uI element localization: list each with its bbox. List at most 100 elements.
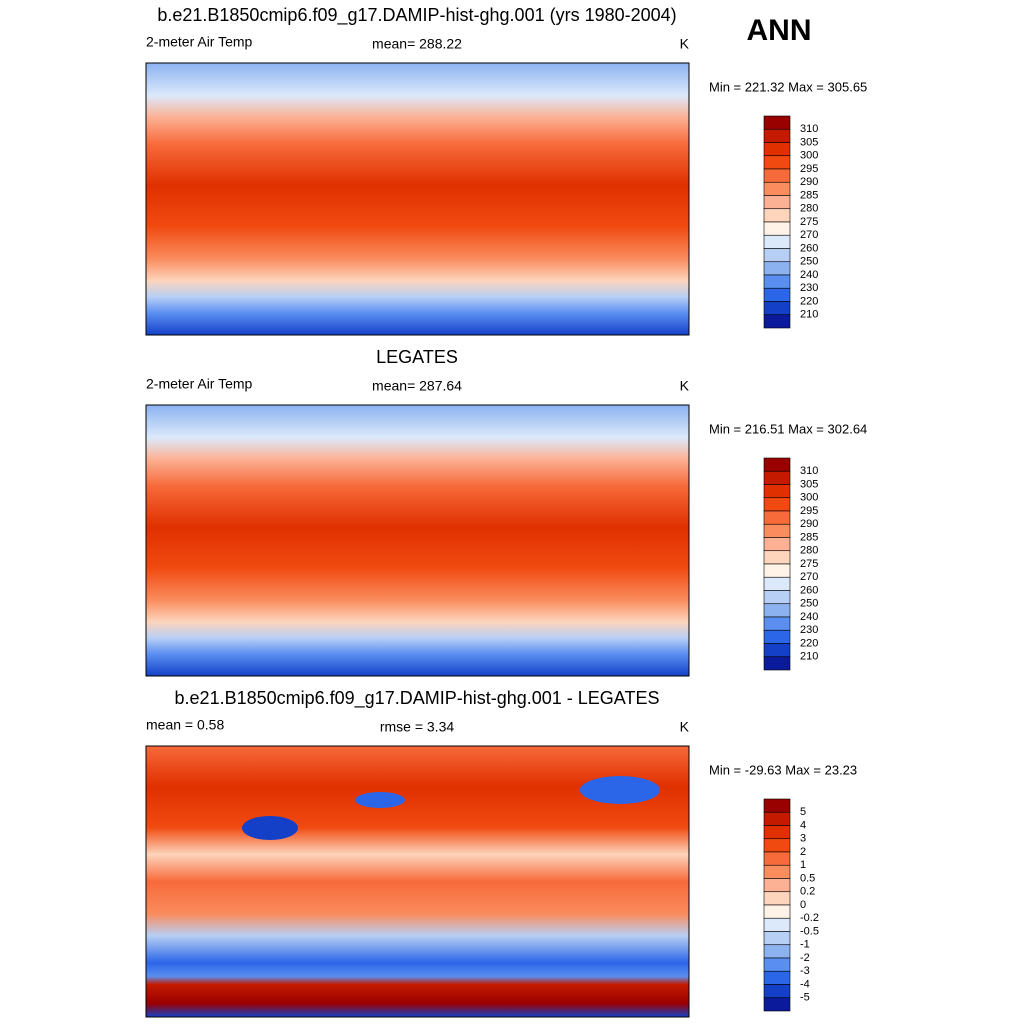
colorbar-box [763, 497, 791, 512]
colorbar-label: -4 [800, 978, 810, 990]
colorbar-label: 310 [800, 123, 818, 135]
colorbar-label: 270 [800, 229, 818, 241]
colorbar-label: 250 [800, 256, 818, 268]
colorbar-box [763, 195, 791, 210]
colorbar-box [763, 248, 791, 263]
colorbar-box [763, 656, 791, 671]
colorbar-box [763, 643, 791, 658]
colorbar-box [763, 301, 791, 316]
map-feature [242, 816, 298, 840]
map-feature [355, 792, 405, 808]
colorbar-box [763, 510, 791, 525]
colorbar-box [763, 470, 791, 485]
colorbar-box [763, 984, 791, 999]
units-label: K [680, 719, 690, 735]
colorbar-box [763, 115, 791, 130]
left-label: 2-meter Air Temp [146, 376, 253, 392]
colorbar-box [763, 261, 791, 276]
colorbar-box [763, 944, 791, 959]
colorbar-label: 3 [800, 833, 806, 845]
colorbar-label: 305 [800, 478, 818, 490]
colorbar-box [763, 208, 791, 223]
colorbar-box [763, 155, 791, 170]
colorbar-label: 0.5 [800, 872, 815, 884]
map-field [145, 62, 690, 336]
colorbar-box [763, 878, 791, 893]
colorbar-label: 2 [800, 846, 806, 858]
colorbar-label: 0.2 [800, 886, 815, 898]
colorbar-box [763, 234, 791, 249]
colorbar-box [763, 798, 791, 813]
colorbar-label: 210 [800, 309, 818, 321]
colorbar-box [763, 970, 791, 985]
colorbar-box [763, 931, 791, 946]
colorbar-box [763, 590, 791, 605]
min-max: Min = -29.63 Max = 23.23 [709, 762, 857, 777]
colorbar-label: 300 [800, 150, 818, 162]
units-label: K [680, 36, 690, 52]
center-label: mean= 288.22 [372, 36, 462, 52]
colorbar-label: 4 [800, 819, 806, 831]
colorbar-label: 230 [800, 282, 818, 294]
colorbar-box [763, 181, 791, 196]
colorbar-label: 280 [800, 545, 818, 557]
min-max: Min = 216.51 Max = 302.64 [709, 421, 867, 436]
panel-title: b.e21.B1850cmip6.f09_g17.DAMIP-hist-ghg.… [175, 688, 660, 709]
colorbar-box [763, 825, 791, 840]
colorbar-box [763, 457, 791, 472]
colorbar-label: 0 [800, 899, 806, 911]
colorbar-box [763, 904, 791, 919]
units-label: K [680, 378, 690, 394]
colorbar-label: 240 [800, 269, 818, 281]
colorbar-box [763, 851, 791, 866]
colorbar-label: -5 [800, 992, 810, 1004]
left-label: mean = 0.58 [146, 717, 224, 733]
colorbar-label: 300 [800, 492, 818, 504]
colorbar-label: -0.5 [800, 925, 819, 937]
colorbar-box [763, 864, 791, 879]
colorbar-box [763, 221, 791, 236]
colorbar-label: -1 [800, 939, 810, 951]
colorbar-box [763, 629, 791, 644]
colorbar-box [763, 576, 791, 591]
colorbar-label: 260 [800, 242, 818, 254]
map [145, 62, 690, 336]
colorbar-box [763, 563, 791, 578]
colorbar-label: 270 [800, 571, 818, 583]
colorbar-label: 290 [800, 518, 818, 530]
colorbar-box [763, 997, 791, 1012]
colorbar-box [763, 917, 791, 932]
panel-title: b.e21.B1850cmip6.f09_g17.DAMIP-hist-ghg.… [157, 5, 676, 26]
colorbar-label: 220 [800, 295, 818, 307]
colorbar-box [763, 838, 791, 853]
colorbar-label: 250 [800, 598, 818, 610]
colorbar-box [763, 603, 791, 618]
map-field [145, 404, 690, 677]
colorbar-label: 275 [800, 558, 818, 570]
colorbar-box [763, 891, 791, 906]
colorbar-box [763, 811, 791, 826]
colorbar-label: 1 [800, 859, 806, 871]
colorbar-box [763, 616, 791, 631]
colorbar-label: 275 [800, 216, 818, 228]
colorbar-box [763, 287, 791, 302]
colorbar-label: 240 [800, 611, 818, 623]
colorbar-label: 210 [800, 651, 818, 663]
center-label: mean= 287.64 [372, 378, 462, 394]
colorbar-box [763, 274, 791, 289]
center-label: rmse = 3.34 [380, 719, 455, 735]
map [145, 745, 690, 1018]
colorbar-label: 295 [800, 505, 818, 517]
colorbar-box [763, 128, 791, 143]
colorbar-box [763, 537, 791, 552]
colorbar-label: 230 [800, 624, 818, 636]
colorbar-label: 305 [800, 136, 818, 148]
colorbar-label: 310 [800, 465, 818, 477]
colorbar-label: -0.2 [800, 912, 819, 924]
colorbar-label: 285 [800, 189, 818, 201]
map-feature [580, 776, 660, 804]
colorbar-label: 295 [800, 163, 818, 175]
colorbar-box [763, 484, 791, 499]
